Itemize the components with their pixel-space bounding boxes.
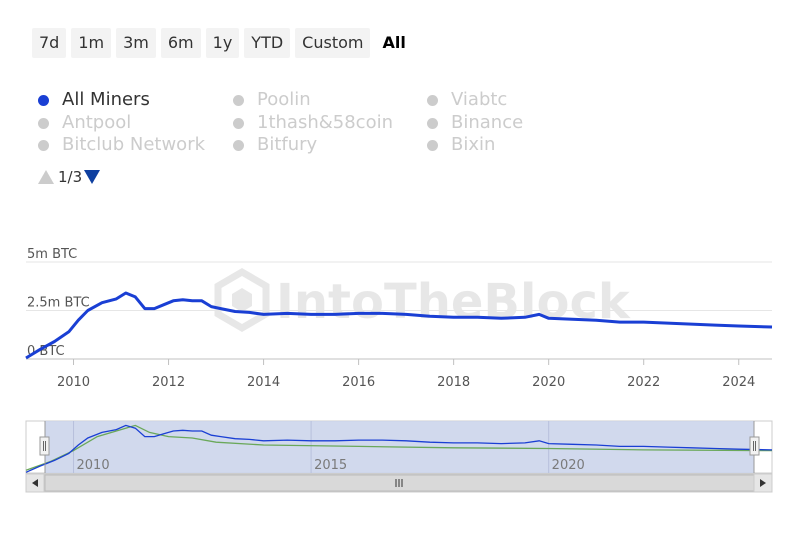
legend-label: Binance: [451, 111, 524, 133]
legend-label: Poolin: [257, 89, 311, 110]
range-button-3m[interactable]: 3m: [116, 28, 156, 58]
legend-label: Bitclub Network: [62, 134, 206, 155]
navigator-x-label: 2015: [314, 458, 347, 473]
range-button-custom[interactable]: Custom: [295, 28, 371, 58]
navigator-secondary-line: [25, 424, 773, 471]
range-selector: 7d 1m 3m 6m 1y YTD Custom All: [32, 28, 413, 58]
navigator: 2010 2015 2020: [25, 420, 773, 474]
legend-dot-icon: [38, 140, 49, 151]
range-button-1y[interactable]: 1y: [205, 28, 240, 58]
legend-item-bitclub-network[interactable]: Bitclub Network: [36, 134, 205, 156]
pager-up-arrow-icon[interactable]: [38, 170, 54, 184]
pager-down-arrow-icon[interactable]: [84, 170, 101, 184]
legend-label: Viabtc: [451, 89, 508, 110]
legend-label: Bixin: [451, 134, 496, 155]
range-button-all[interactable]: All: [382, 33, 406, 52]
y-tick-label: 2.5m BTC: [27, 296, 90, 311]
x-tick-label: 2010: [57, 375, 90, 390]
legend-item-all-miners[interactable]: All Miners: [36, 89, 150, 111]
legend-item-viabtc[interactable]: Viabtc: [425, 89, 507, 111]
navigator-series-line: [25, 424, 773, 473]
series-line-all-miners: [25, 291, 773, 360]
navigator-x-labels: 2010 2015 2020: [77, 458, 585, 473]
navigator-grid: [73, 421, 550, 473]
x-tick-label: 2022: [627, 375, 660, 390]
legend-dot-icon: [38, 117, 49, 129]
x-tick-label: 2024: [722, 375, 755, 390]
legend-dot-icon: [427, 117, 438, 129]
navigator-x-label: 2020: [552, 458, 585, 473]
legend-item-bixin[interactable]: Bixin: [425, 134, 495, 156]
x-tick-label: 2018: [437, 375, 470, 390]
legend-dot-icon: [233, 95, 244, 106]
watermark-text: IntoTheBlock: [276, 274, 631, 330]
legend-dot-icon: [427, 95, 438, 106]
scrollbar-right-arrow-icon[interactable]: [753, 473, 773, 493]
legend-label: 1thash&58coin: [257, 111, 393, 133]
scrollbar-left-arrow-icon[interactable]: [25, 473, 45, 493]
navigator-right-handle[interactable]: [749, 436, 760, 456]
y-axis-labels: 0 BTC 2.5m BTC 5m BTC: [27, 247, 90, 359]
range-button-6m[interactable]: 6m: [160, 28, 201, 58]
pager-text: 1/3: [58, 168, 83, 186]
navigator-left-handle[interactable]: [39, 436, 50, 456]
range-button-7d[interactable]: 7d: [32, 28, 67, 58]
legend-item-bitfury[interactable]: Bitfury: [231, 134, 317, 156]
legend-label: Bitfury: [257, 134, 318, 155]
legend-label: Antpool: [62, 111, 132, 133]
range-button-ytd[interactable]: YTD: [244, 28, 291, 58]
x-tick-label: 2012: [152, 375, 185, 390]
x-axis-labels: 2010 2012 2014 2016 2018 2020 2022 2024: [57, 359, 755, 390]
watermark: IntoTheBlock: [214, 267, 631, 333]
legend-dot-icon: [427, 140, 438, 151]
scrollbar-grip-icon: [395, 479, 403, 487]
main-grid: [26, 261, 772, 360]
legend-item-1thash-58coin[interactable]: 1thash&58coin: [231, 112, 393, 134]
legend-dot-icon: [38, 95, 49, 106]
scrollbar[interactable]: [25, 473, 773, 493]
range-button-1m[interactable]: 1m: [71, 28, 112, 58]
x-tick-label: 2016: [342, 375, 375, 390]
legend-item-poolin[interactable]: Poolin: [231, 89, 311, 111]
legend-label: All Miners: [62, 89, 150, 110]
legend-dot-icon: [233, 140, 244, 151]
legend-item-antpool[interactable]: Antpool: [36, 112, 131, 134]
x-tick-label: 2020: [532, 375, 565, 390]
x-tick-label: 2014: [247, 375, 280, 390]
legend-dot-icon: [233, 117, 244, 129]
y-tick-label: 0 BTC: [27, 344, 65, 359]
watermark-logo-icon: [214, 267, 270, 333]
legend-pager: 1/3: [38, 168, 101, 186]
legend-item-binance[interactable]: Binance: [425, 112, 523, 134]
y-tick-label: 5m BTC: [27, 247, 77, 262]
navigator-x-label: 2010: [77, 458, 110, 473]
